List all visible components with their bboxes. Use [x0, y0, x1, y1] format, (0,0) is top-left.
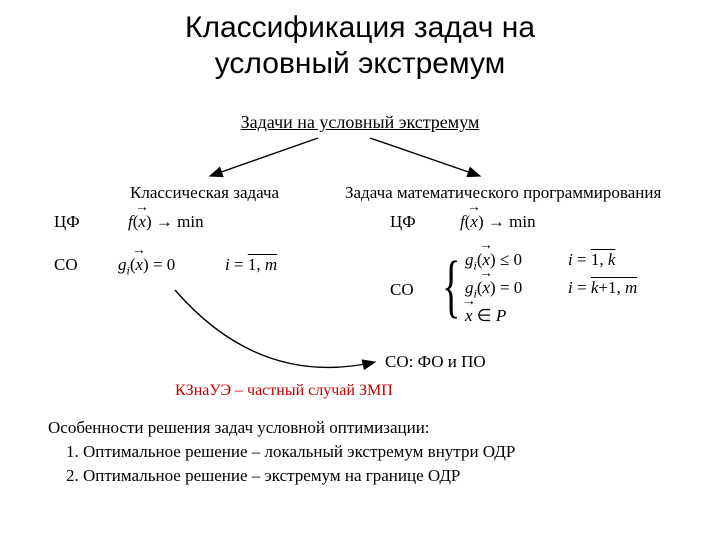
arrow-curve	[175, 290, 375, 367]
arrow-right	[370, 138, 480, 176]
right-cf-math: f(x) → min	[460, 212, 536, 232]
right-cf-label: ЦФ	[390, 212, 416, 232]
left-co-math: gi(x) = 0	[118, 255, 175, 278]
left-cf-math: f(x) → min	[128, 212, 204, 232]
feature-1: 1. Оптимальное решение – локальный экстр…	[48, 442, 515, 462]
features-heading: Особенности решения задач условной оптим…	[48, 418, 430, 438]
right-heading: Задача математического программирования	[345, 183, 661, 203]
left-co-label: СО	[54, 255, 78, 275]
right-sys2-range: i = k+1, m	[568, 278, 637, 298]
brace-icon: {	[442, 252, 460, 322]
right-sys1: gi(x) ≤ 0	[465, 250, 522, 273]
left-cf-label: ЦФ	[54, 212, 80, 232]
right-sys1-range: i = 1, k	[568, 250, 615, 270]
slide: Классификация задач на условный экстрему…	[0, 0, 720, 540]
left-heading: Классическая задача	[130, 183, 279, 203]
co-fo-po: СО: ФО и ПО	[385, 352, 486, 372]
right-co-label: СО	[390, 280, 414, 300]
red-note: КЗнаУЭ – частный случай ЗМП	[175, 382, 393, 400]
right-sys3: x ∈ P	[465, 306, 506, 326]
arrow-left	[210, 138, 318, 176]
left-co-range: i = 1, m	[225, 255, 277, 275]
feature-2: 2. Оптимальное решение – экстремум на гр…	[48, 466, 460, 486]
